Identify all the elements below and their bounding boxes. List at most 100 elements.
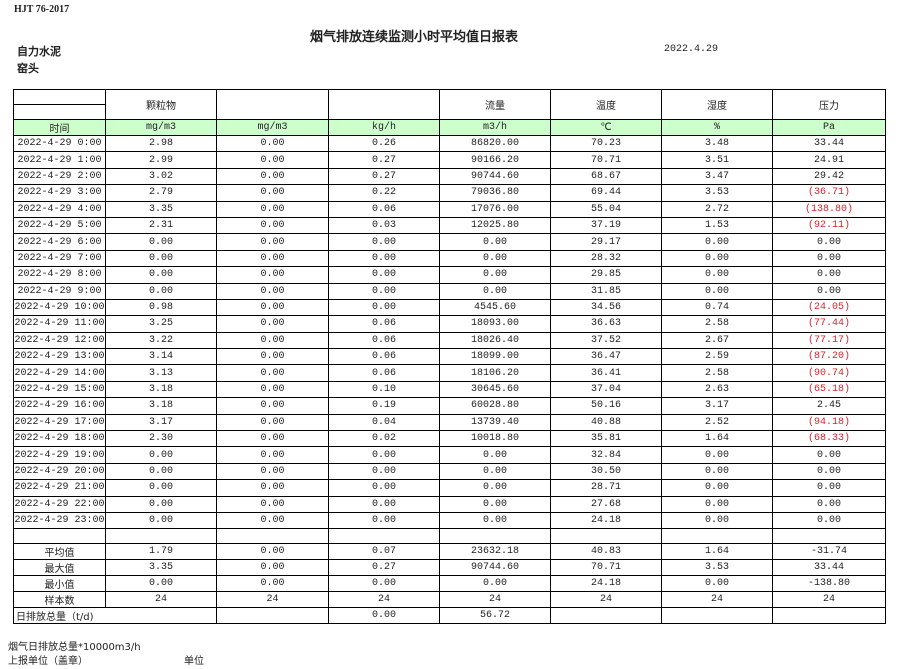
row-value: 0.00 (105, 462, 217, 481)
row-value: 2.52 (661, 413, 773, 432)
blank-cell (13, 528, 106, 545)
footer-unit-label: 单位 (184, 656, 204, 667)
stats-value: 23632.18 (439, 543, 551, 561)
table-row: 2022-4-29 16:00 3.18 0.00 0.19 60028.80 50.16… (13, 397, 886, 415)
total-value: 56.72 (439, 607, 551, 625)
row-value: 0.00 (105, 446, 217, 464)
row-value: 18106.20 (439, 364, 551, 382)
row-value: 0.98 (105, 298, 217, 317)
row-value: 1.53 (661, 216, 773, 235)
unit-col-3: kg/h (328, 119, 440, 136)
row-value: 2.31 (105, 216, 217, 235)
row-value: (68.33) (772, 430, 886, 448)
row-time: 2022-4-29 10:00 (13, 298, 106, 317)
row-value: 0.00 (216, 233, 329, 251)
row-value: 36.41 (550, 364, 662, 382)
row-value: 3.17 (105, 413, 217, 432)
stats-value: 24.18 (550, 575, 662, 593)
row-value: 3.35 (105, 200, 217, 218)
row-value: 0.02 (328, 430, 440, 448)
row-value: 3.14 (105, 348, 217, 366)
monitoring-unit: 窑头 (17, 62, 39, 75)
stats-value: 70.71 (550, 559, 662, 577)
header-row: 颗粒物 流量 温度 湿度 压力 (13, 89, 886, 120)
unit-time: 时间 (13, 119, 106, 136)
row-value: 18099.00 (439, 348, 551, 366)
row-value: 0.00 (772, 266, 886, 284)
row-value: 0.22 (328, 184, 440, 202)
row-value: 0.00 (661, 266, 773, 284)
row-time: 2022-4-29 0:00 (13, 134, 106, 153)
row-value: 3.51 (661, 151, 773, 169)
row-value: 0.00 (216, 298, 329, 317)
row-value: (87.20) (772, 348, 886, 366)
row-value: 0.00 (772, 249, 886, 268)
row-value: 18093.00 (439, 315, 551, 333)
row-value: 0.00 (439, 511, 551, 530)
table-row: 2022-4-29 22:00 0.00 0.00 0.00 0.00 27.68 0.00… (13, 495, 886, 513)
table-row: 2022-4-29 23:00 0.00 0.00 0.00 0.00 24.18 0.00… (13, 511, 886, 530)
stats-value: 24 (661, 591, 773, 609)
row-value: 0.27 (328, 151, 440, 169)
row-value: 2.72 (661, 200, 773, 218)
row-value: 86820.00 (439, 134, 551, 153)
row-time: 2022-4-29 9:00 (13, 282, 106, 300)
row-value: 0.00 (772, 282, 886, 300)
report-title: 烟气排放连续监测小时平均值日报表 (310, 30, 519, 45)
col-name-particulate: 颗粒物 (105, 89, 217, 120)
blank-row (13, 528, 886, 545)
table-row: 2022-4-29 18:00 2.30 0.00 0.02 10018.80 35.81… (13, 430, 886, 448)
row-time: 2022-4-29 4:00 (13, 200, 106, 218)
row-value: 0.00 (439, 462, 551, 481)
row-time: 2022-4-29 22:00 (13, 495, 106, 513)
table-row: 2022-4-29 0:00 2.98 0.00 0.26 86820.00 70.23 3… (13, 134, 886, 153)
table-row: 2022-4-29 12:00 3.22 0.00 0.06 18026.40 37.52… (13, 331, 886, 350)
row-value: 0.00 (105, 479, 217, 497)
row-value: 17076.00 (439, 200, 551, 218)
row-time: 2022-4-29 12:00 (13, 331, 106, 350)
row-value: 0.00 (105, 249, 217, 268)
row-value: 0.00 (216, 151, 329, 169)
table-row: 2022-4-29 8:00 0.00 0.00 0.00 0.00 29.85 0.00 0… (13, 266, 886, 284)
stats-value: 24 (105, 591, 217, 609)
stats-row: 最大值 3.35 0.00 0.27 90744.60 70.71 3.53 33.44 (13, 559, 886, 577)
report-table: 颗粒物 流量 温度 湿度 压力 时间 mg/m3 mg/m3 kg/h m3/h… (13, 89, 886, 625)
stats-value: 1.79 (105, 543, 217, 561)
row-value: 0.00 (216, 348, 329, 366)
row-value: 0.00 (439, 282, 551, 300)
row-value: 0.00 (328, 266, 440, 284)
header-corner-bottom (13, 104, 106, 120)
row-value: 3.17 (661, 397, 773, 415)
row-value: 0.00 (439, 266, 551, 284)
row-value: 35.81 (550, 430, 662, 448)
blank-cell (216, 528, 329, 545)
row-value: 0.00 (216, 167, 329, 186)
row-value: 0.00 (105, 233, 217, 251)
unit-humidity: % (661, 119, 773, 136)
row-time: 2022-4-29 1:00 (13, 151, 106, 169)
row-value: 0.00 (772, 479, 886, 497)
row-value: 2.58 (661, 315, 773, 333)
row-time: 2022-4-29 16:00 (13, 397, 106, 415)
total-row: 日排放总量（t/d) 0.00 56.72 (13, 607, 886, 625)
row-time: 2022-4-29 19:00 (13, 446, 106, 464)
row-value: 36.47 (550, 348, 662, 366)
row-value: 3.02 (105, 167, 217, 186)
report-date: 2022.4.29 (664, 44, 719, 55)
blank-cell (105, 528, 217, 545)
total-value (661, 607, 773, 625)
row-value: 60028.80 (439, 397, 551, 415)
stats-value: 90744.60 (439, 559, 551, 577)
row-value: 0.00 (216, 446, 329, 464)
row-value: 0.00 (661, 446, 773, 464)
row-value: 3.22 (105, 331, 217, 350)
stats-value: 33.44 (772, 559, 886, 577)
row-value: 50.16 (550, 397, 662, 415)
row-value: (94.18) (772, 413, 886, 432)
stats-value: 3.53 (661, 559, 773, 577)
row-value: 40.88 (550, 413, 662, 432)
row-value: (138.80) (772, 200, 886, 218)
stats-label: 平均值 (13, 543, 106, 561)
table-row: 2022-4-29 15:00 3.18 0.00 0.10 30645.60 37.04… (13, 380, 886, 399)
row-value: (77.44) (772, 315, 886, 333)
